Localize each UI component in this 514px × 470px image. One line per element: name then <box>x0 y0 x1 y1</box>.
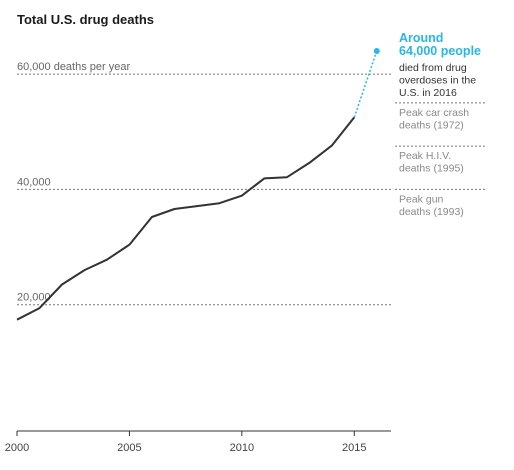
x-tick-label: 2010 <box>230 442 254 454</box>
callout-body: died from drug overdoses in the U.S. in 20… <box>399 62 476 99</box>
y-gridlines: 60,000 deaths per year 40,000 20,000 <box>17 61 391 306</box>
projection-dot <box>373 48 380 54</box>
projection-line <box>353 50 378 118</box>
reference-label: Peak car crash deaths (1972) <box>399 107 469 132</box>
reference-label: Peak H.I.V. deaths (1995) <box>399 150 464 175</box>
y-tick-label: 60,000 deaths per year <box>17 61 130 73</box>
y-tick-label: 40,000 <box>17 176 51 188</box>
reference-label: Peak gun deaths (1993) <box>399 193 464 218</box>
x-tick-label: 2005 <box>117 442 141 454</box>
series-area <box>16 48 380 321</box>
callout-annotation: Around 64,000 people died from drug overdos… <box>399 31 481 99</box>
x-tick-label: 2015 <box>342 442 366 454</box>
y-tick-label: 20,000 <box>17 292 51 304</box>
chart-title: Total U.S. drug deaths <box>17 12 154 27</box>
reference-lines: Peak car crash deaths (1972) Peak H.I.V. de… <box>395 102 486 218</box>
x-axis-ticks: 2000 2005 2010 2015 <box>5 431 367 454</box>
callout-headline: Around 64,000 people <box>399 31 481 58</box>
x-tick-label: 2000 <box>5 442 29 454</box>
deaths-line <box>16 116 356 321</box>
